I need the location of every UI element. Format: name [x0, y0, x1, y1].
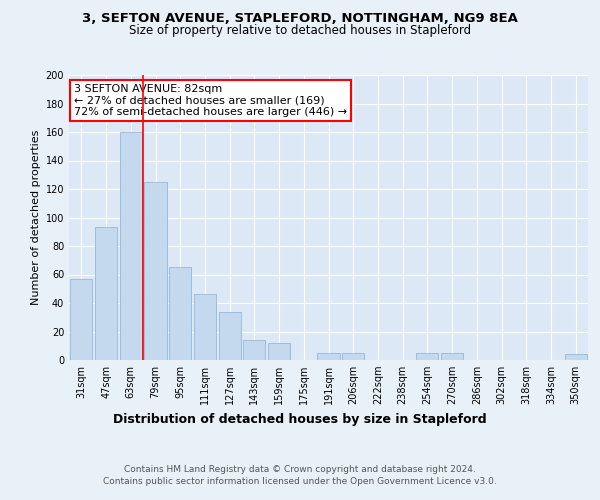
- Bar: [95, 228, 117, 360]
- Text: 3, SEFTON AVENUE, STAPLEFORD, NOTTINGHAM, NG9 8EA: 3, SEFTON AVENUE, STAPLEFORD, NOTTINGHAM…: [82, 12, 518, 26]
- Bar: [317, 353, 340, 360]
- Bar: [70, 279, 92, 360]
- Bar: [218, 312, 241, 360]
- Bar: [194, 294, 216, 360]
- Text: Contains HM Land Registry data © Crown copyright and database right 2024.
Contai: Contains HM Land Registry data © Crown c…: [103, 465, 497, 486]
- Bar: [565, 354, 587, 360]
- Y-axis label: Number of detached properties: Number of detached properties: [31, 130, 41, 305]
- Bar: [119, 132, 142, 360]
- Bar: [441, 353, 463, 360]
- Text: 3 SEFTON AVENUE: 82sqm
← 27% of detached houses are smaller (169)
72% of semi-de: 3 SEFTON AVENUE: 82sqm ← 27% of detached…: [74, 84, 347, 116]
- Bar: [268, 343, 290, 360]
- Bar: [243, 340, 265, 360]
- Text: Size of property relative to detached houses in Stapleford: Size of property relative to detached ho…: [129, 24, 471, 37]
- Text: Distribution of detached houses by size in Stapleford: Distribution of detached houses by size …: [113, 412, 487, 426]
- Bar: [169, 268, 191, 360]
- Bar: [145, 182, 167, 360]
- Bar: [342, 353, 364, 360]
- Bar: [416, 353, 439, 360]
